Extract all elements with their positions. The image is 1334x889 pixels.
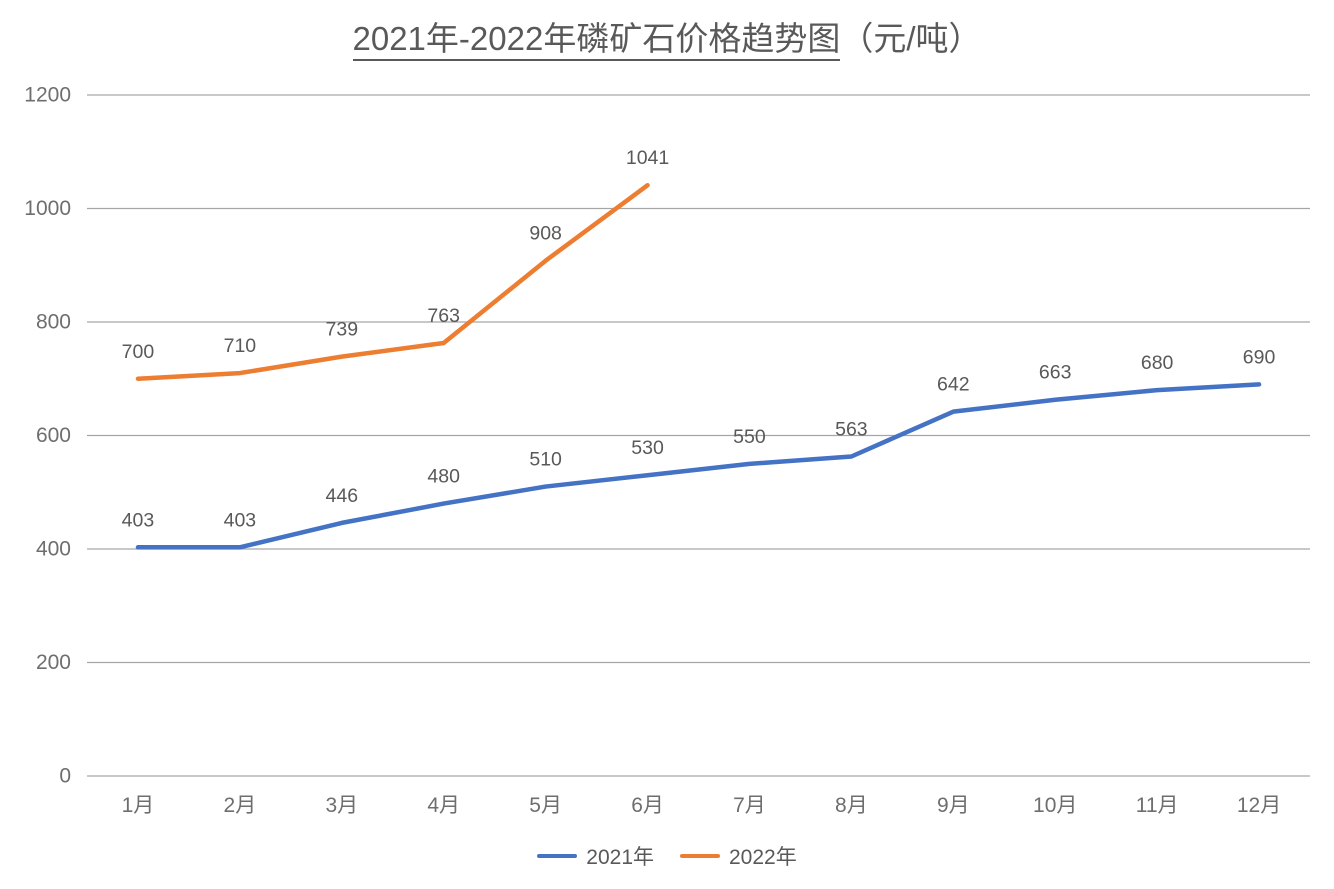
data-label: 403: [224, 509, 257, 531]
x-tick-label: 6月: [631, 794, 664, 817]
data-label: 763: [427, 305, 460, 327]
x-tick-label: 1月: [122, 794, 155, 817]
data-label: 530: [631, 437, 664, 459]
legend-item-2021年: 2021年: [537, 841, 654, 871]
x-tick-label: 9月: [937, 794, 970, 817]
x-tick-label: 5月: [529, 794, 562, 817]
chart-title-main: 2021年-2022年磷矿石价格趋势图: [352, 20, 841, 61]
data-label: 480: [427, 466, 460, 488]
data-label: 550: [733, 426, 766, 448]
x-tick-label: 11月: [1136, 794, 1179, 817]
y-tick-label: 0: [59, 765, 71, 788]
legend: 2021年 2022年: [0, 841, 1334, 871]
y-tick-label: 1200: [24, 84, 71, 107]
x-tick-label: 4月: [427, 794, 460, 817]
chart-title-unit: （元/吨）: [840, 20, 982, 57]
legend-label: 2021年: [586, 846, 654, 869]
data-label: 690: [1243, 346, 1276, 368]
legend-label: 2022年: [729, 846, 797, 869]
y-tick-label: 200: [36, 651, 71, 674]
data-label: 710: [224, 335, 257, 357]
legend-swatch: [680, 854, 720, 858]
data-label: 663: [1039, 362, 1072, 384]
data-label: 642: [937, 374, 970, 396]
chart-title: 2021年-2022年磷矿石价格趋势图（元/吨）: [0, 12, 1334, 61]
data-label: 739: [326, 319, 359, 341]
data-label: 700: [122, 341, 155, 363]
x-tick-label: 12月: [1237, 794, 1281, 817]
y-tick-label: 800: [36, 311, 71, 334]
legend-item-2022年: 2022年: [680, 841, 797, 871]
data-label: 403: [122, 509, 155, 531]
data-label: 563: [835, 418, 868, 440]
y-tick-label: 1000: [24, 197, 71, 220]
x-tick-label: 8月: [835, 794, 868, 817]
x-tick-label: 3月: [325, 794, 358, 817]
x-tick-label: 2月: [224, 794, 257, 817]
data-label: 446: [326, 485, 359, 507]
legend-swatch: [537, 854, 578, 858]
x-tick-label: 7月: [733, 794, 766, 817]
data-label: 510: [529, 449, 562, 471]
series-line-2022年: [135, 182, 650, 381]
y-tick-label: 400: [36, 538, 71, 561]
x-tick-label: 10月: [1033, 794, 1077, 817]
data-label: 908: [529, 223, 562, 245]
data-label: 1041: [626, 147, 669, 169]
y-tick-label: 600: [36, 424, 71, 447]
data-label: 680: [1141, 352, 1174, 374]
series-line-2021年: [135, 382, 1262, 550]
